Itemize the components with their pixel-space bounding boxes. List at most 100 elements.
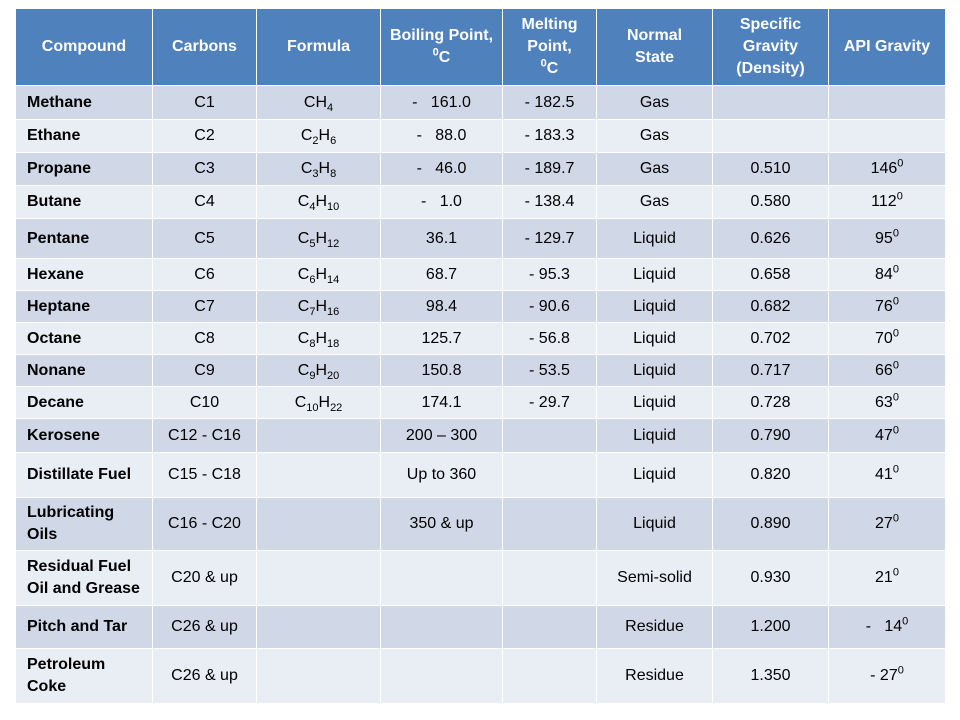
specific-gravity-cell: 0.580: [712, 185, 829, 219]
melting-point-cell: - 138.4: [502, 185, 597, 219]
table-row: Pentane C5 C5H12 36.1- 129.7 Liquid 0.626 950: [15, 218, 946, 259]
compound-cell: Residual Fuel Oil and Grease: [15, 550, 153, 606]
specific-gravity-cell: 0.890: [712, 497, 829, 551]
melting-point-cell: [502, 550, 597, 606]
formula-cell: C7H16: [256, 290, 381, 323]
header-cell: Formula: [256, 8, 381, 86]
compound-cell: Decane: [15, 386, 153, 419]
table-row: Lubricating Oils C16 - C20 350 & up Liquid 0…: [15, 497, 946, 551]
specific-gravity-cell: 1.350: [712, 648, 829, 704]
boiling-point-cell: [380, 605, 503, 649]
melting-point-cell: [502, 605, 597, 649]
formula-cell: C10H22: [256, 386, 381, 419]
table-row: Methane C1 CH4- 161.0- 182.5 Gas: [15, 85, 946, 120]
normal-state-cell: Gas: [596, 85, 713, 120]
table-row: Butane C4 C4H10- 1.0- 138.4 Gas 0.580 1120: [15, 185, 946, 219]
carbons-cell: C5: [152, 218, 257, 259]
normal-state-cell: Liquid: [596, 290, 713, 323]
formula-cell: [256, 648, 381, 704]
normal-state-cell: Liquid: [596, 418, 713, 453]
carbons-cell: C1: [152, 85, 257, 120]
compound-cell: Kerosene: [15, 418, 153, 453]
api-gravity-cell: [828, 119, 946, 153]
boiling-point-cell: 350 & up: [380, 497, 503, 551]
compound-cell: Distillate Fuel: [15, 452, 153, 498]
specific-gravity-cell: 0.790: [712, 418, 829, 453]
boiling-point-cell: - 88.0: [380, 119, 503, 153]
formula-cell: [256, 550, 381, 606]
formula-cell: C3H8: [256, 152, 381, 186]
specific-gravity-cell: [712, 119, 829, 153]
specific-gravity-cell: 1.200: [712, 605, 829, 649]
table-row: Ethane C2 C2H6- 88.0- 183.3 Gas: [15, 119, 946, 153]
header-cell: Carbons: [152, 8, 257, 86]
carbons-cell: C8: [152, 322, 257, 355]
specific-gravity-cell: 0.626: [712, 218, 829, 259]
compound-cell: Octane: [15, 322, 153, 355]
compound-cell: Propane: [15, 152, 153, 186]
api-gravity-cell: 840: [828, 258, 946, 291]
normal-state-cell: Residue: [596, 605, 713, 649]
boiling-point-cell: - 1.0: [380, 185, 503, 219]
melting-point-cell: - 56.8: [502, 322, 597, 355]
normal-state-cell: Liquid: [596, 354, 713, 387]
normal-state-cell: Liquid: [596, 452, 713, 498]
header-cell: Specific Gravity (Density): [712, 8, 829, 86]
table-row: Kerosene C12 - C16 200 – 300 Liquid 0.790 470: [15, 418, 946, 453]
formula-cell: C2H6: [256, 119, 381, 153]
boiling-point-cell: 98.4: [380, 290, 503, 323]
table-row: Octane C8 C8H18 125.7- 56.8 Liquid 0.702 700: [15, 322, 946, 355]
compound-cell: Petroleum Coke: [15, 648, 153, 704]
boiling-point-cell: - 46.0: [380, 152, 503, 186]
formula-cell: [256, 418, 381, 453]
boiling-point-cell: 125.7: [380, 322, 503, 355]
table-row: Decane C10 C10H22 174.1- 29.7 Liquid 0.728 630: [15, 386, 946, 419]
api-gravity-cell: - 270: [828, 648, 946, 704]
normal-state-cell: Gas: [596, 119, 713, 153]
carbons-cell: C12 - C16: [152, 418, 257, 453]
melting-point-cell: [502, 497, 597, 551]
table-row: Distillate Fuel C15 - C18 Up to 360 Liquid 0…: [15, 452, 946, 498]
boiling-point-cell: [380, 550, 503, 606]
melting-point-cell: [502, 648, 597, 704]
compound-cell: Pentane: [15, 218, 153, 259]
api-gravity-cell: [828, 85, 946, 120]
formula-cell: CH4: [256, 85, 381, 120]
api-gravity-cell: 700: [828, 322, 946, 355]
melting-point-cell: - 182.5: [502, 85, 597, 120]
normal-state-cell: Liquid: [596, 258, 713, 291]
compound-cell: Methane: [15, 85, 153, 120]
carbons-cell: C16 - C20: [152, 497, 257, 551]
carbons-cell: C4: [152, 185, 257, 219]
normal-state-cell: Liquid: [596, 322, 713, 355]
boiling-point-cell: 36.1: [380, 218, 503, 259]
header-cell: API Gravity: [828, 8, 946, 86]
compound-cell: Ethane: [15, 119, 153, 153]
melting-point-cell: [502, 418, 597, 453]
specific-gravity-cell: 0.717: [712, 354, 829, 387]
compound-cell: Heptane: [15, 290, 153, 323]
formula-cell: C6H14: [256, 258, 381, 291]
compound-cell: Pitch and Tar: [15, 605, 153, 649]
api-gravity-cell: 950: [828, 218, 946, 259]
api-gravity-cell: 630: [828, 386, 946, 419]
table-row: Nonane C9 C9H20 150.8- 53.5 Liquid 0.717 660: [15, 354, 946, 387]
normal-state-cell: Gas: [596, 152, 713, 186]
specific-gravity-cell: 0.510: [712, 152, 829, 186]
header-cell: Normal State: [596, 8, 713, 86]
carbons-cell: C10: [152, 386, 257, 419]
table-row: Petroleum Coke C26 & up Residue 1.350- 270: [15, 648, 946, 704]
specific-gravity-cell: [712, 85, 829, 120]
carbons-cell: C9: [152, 354, 257, 387]
boiling-point-cell: 68.7: [380, 258, 503, 291]
api-gravity-cell: 470: [828, 418, 946, 453]
carbons-cell: C3: [152, 152, 257, 186]
header-row: Compound Carbons Formula Boiling Point, 0C Me…: [15, 8, 946, 86]
header-cell: Compound: [15, 8, 153, 86]
api-gravity-cell: 1460: [828, 152, 946, 186]
carbons-cell: C15 - C18: [152, 452, 257, 498]
formula-cell: [256, 452, 381, 498]
melting-point-cell: [502, 452, 597, 498]
table-row: Hexane C6 C6H14 68.7- 95.3 Liquid 0.658 840: [15, 258, 946, 291]
carbons-cell: C26 & up: [152, 605, 257, 649]
